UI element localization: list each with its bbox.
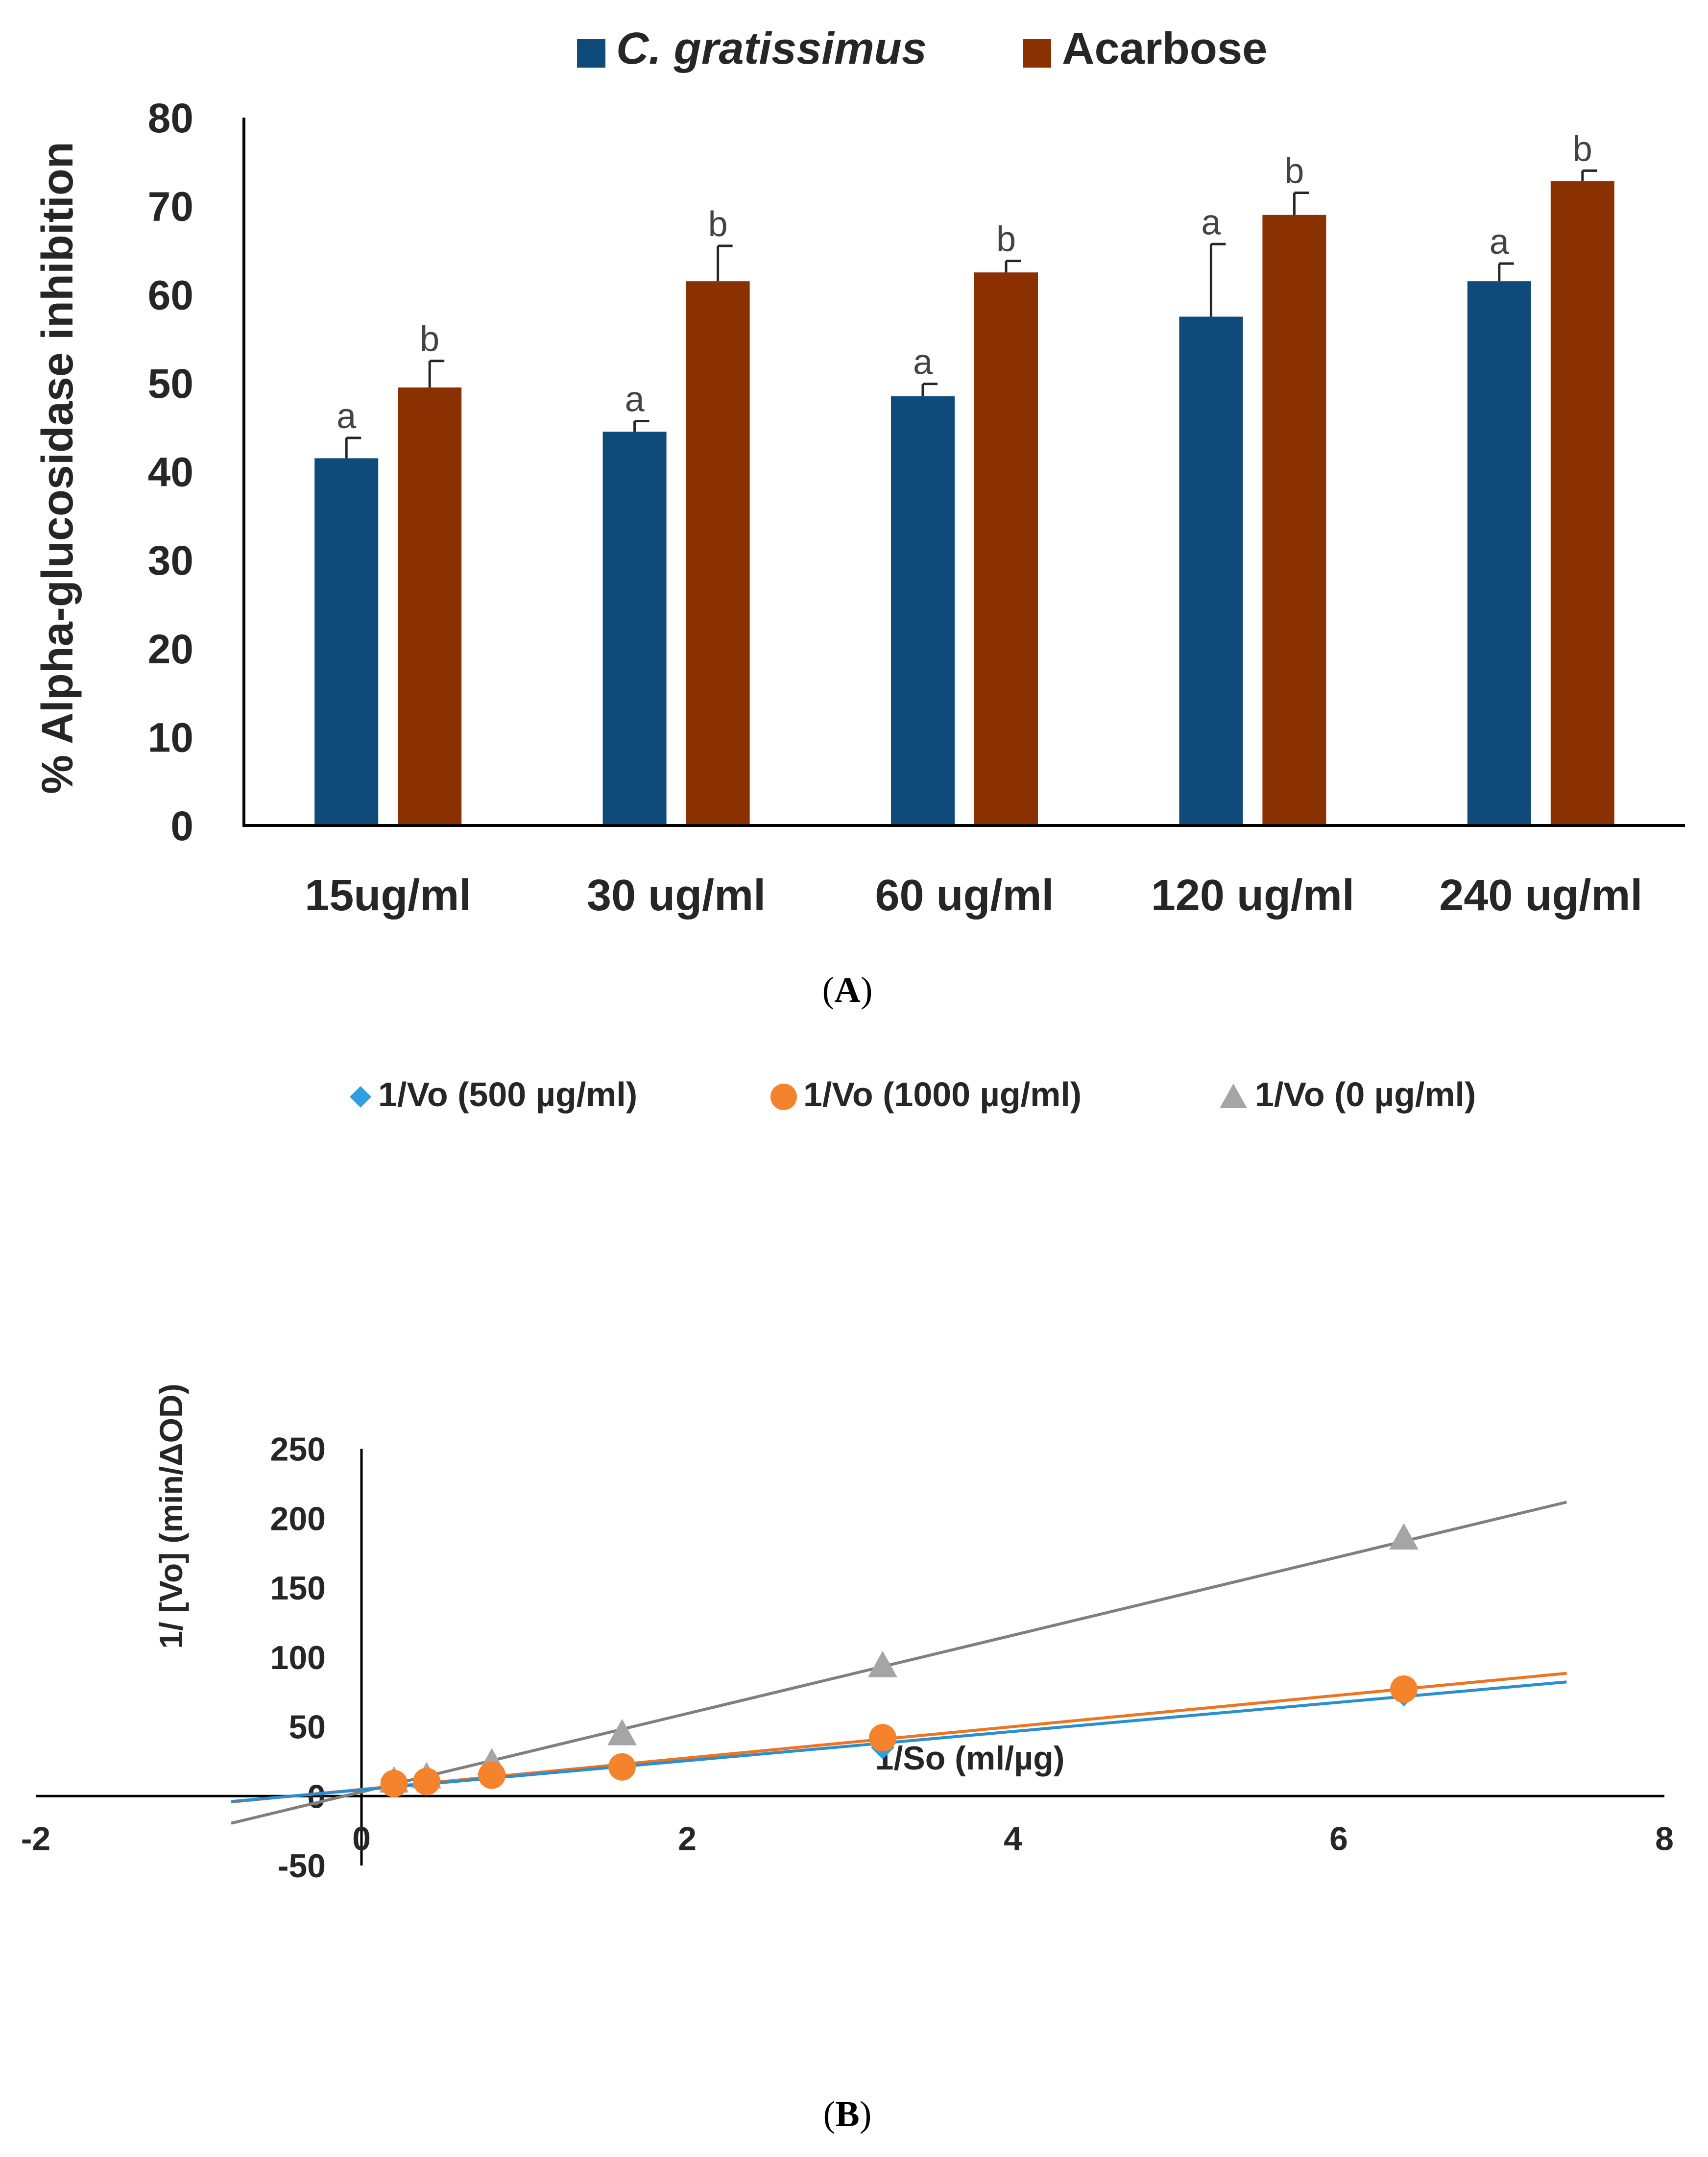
panel-b-y-tick-label: 50 xyxy=(289,1709,326,1746)
legend-label-acarbose: Acarbose xyxy=(1062,24,1267,73)
panel-b-trendline xyxy=(231,1501,1567,1825)
panel-b-y-tick-label: 100 xyxy=(270,1639,326,1676)
panel-a-x-tick-label: 60 ug/ml xyxy=(875,871,1054,920)
panel-b-point-0 xyxy=(607,1719,637,1745)
panel-a-y-ticks: 0 10 20 30 40 50 60 70 80 xyxy=(148,95,193,849)
panel-a-significance-letter: a xyxy=(337,397,357,436)
panel-a-bar-c-gratissimus xyxy=(314,458,379,825)
panel-a-y-tick-label: 50 xyxy=(148,361,193,407)
panel-b-caption: (B) xyxy=(823,2094,872,2134)
panel-a-bar-c-gratissimus xyxy=(602,432,667,825)
panel-a-significance-letter: a xyxy=(1201,203,1221,242)
panel-a-y-tick-label: 40 xyxy=(148,449,193,495)
panel-b-x-axis-title: 1/So (ml/µg) xyxy=(875,1740,1065,1777)
panel-a-error-bars xyxy=(345,169,1597,459)
panel-b-y-tick-label: 200 xyxy=(270,1500,326,1537)
panel-b-x-tick-label: 0 xyxy=(352,1820,371,1857)
panel-a-y-tick-label: 70 xyxy=(148,184,193,230)
panel-a-bars xyxy=(314,181,1614,825)
panel-a-bar-acarbose xyxy=(1262,215,1326,825)
panel-a-caption: (A) xyxy=(822,970,873,1010)
legend-label-500: 1/Vo (500 µg/ml) xyxy=(378,1075,637,1114)
panel-a-y-tick-label: 0 xyxy=(170,803,193,849)
panel-b-lineweaver-burk-plot: 1/Vo (500 µg/ml) 1/Vo (1000 µg/ml) 1/Vo … xyxy=(21,1075,1674,2134)
panel-a-bar-acarbose xyxy=(398,387,462,825)
panel-a-y-axis-title: % Alpha-glucosidase inhibition xyxy=(33,142,82,794)
panel-a-significance-letter: b xyxy=(996,220,1016,259)
panel-b-point-1000 xyxy=(608,1753,636,1781)
legend-label-0: 1/Vo (0 µg/ml) xyxy=(1255,1075,1476,1114)
legend-swatch-acarbose xyxy=(1023,39,1051,68)
panel-b-y-axis-title: 1/ [Vo] (min/ΔOD) xyxy=(153,1383,189,1648)
panel-b-point-0 xyxy=(1389,1523,1419,1550)
panel-a-y-tick-label: 30 xyxy=(148,537,193,583)
panel-a-significance-letters: a b a b a b a b a b xyxy=(337,129,1592,436)
panel-b-y-tick-label: -50 xyxy=(278,1847,326,1885)
panel-b-x-tick-label: 6 xyxy=(1329,1820,1348,1857)
panel-b-trendlines xyxy=(231,1501,1567,1825)
panel-b-legend: 1/Vo (500 µg/ml) 1/Vo (1000 µg/ml) 1/Vo … xyxy=(350,1075,1476,1114)
panel-a-significance-letter: a xyxy=(1490,222,1510,262)
panel-a-x-tick-label: 15ug/ml xyxy=(305,871,471,920)
panel-b-data-points xyxy=(379,1523,1419,1797)
panel-b-y-tick-label: 150 xyxy=(270,1570,326,1607)
panel-b-y-tick-label: 250 xyxy=(270,1431,326,1468)
panel-b-x-tick-label: 8 xyxy=(1655,1820,1674,1857)
panel-a-bar-c-gratissimus xyxy=(1467,281,1531,825)
panel-a-significance-letter: b xyxy=(1284,152,1304,191)
panel-a-y-tick-label: 10 xyxy=(148,714,193,760)
panel-a-significance-letter: b xyxy=(708,205,728,244)
panel-a-x-tick-labels: 15ug/ml 30 ug/ml 60 ug/ml 120 ug/ml 240 ug/m… xyxy=(305,871,1642,920)
panel-a-bar-c-gratissimus xyxy=(891,396,955,825)
panel-b-point-1000 xyxy=(413,1768,440,1795)
panel-b-point-1000 xyxy=(478,1761,505,1789)
panel-a-bar-acarbose xyxy=(686,281,750,825)
panel-a-bar-c-gratissimus xyxy=(1179,316,1243,825)
panel-a-significance-letter: b xyxy=(1573,129,1592,169)
panel-b-point-1000 xyxy=(380,1769,408,1797)
panel-b-x-tick-label: 2 xyxy=(678,1820,697,1857)
panel-a-x-tick-label: 120 ug/ml xyxy=(1151,871,1354,920)
panel-b-trendline xyxy=(231,1680,1567,1803)
panel-a-x-tick-label: 30 ug/ml xyxy=(587,871,766,920)
legend-marker-1000 xyxy=(770,1084,797,1110)
panel-a-x-tick-label: 240 ug/ml xyxy=(1439,871,1642,920)
panel-b-point-1000 xyxy=(869,1724,896,1752)
panel-a-significance-letter: a xyxy=(625,380,645,419)
panel-a-bar-acarbose xyxy=(974,272,1038,825)
legend-label-c-gratissimus: C. gratissimus xyxy=(616,24,927,73)
panel-b-point-0 xyxy=(868,1650,897,1677)
panel-b-x-tick-label: 4 xyxy=(1004,1820,1022,1857)
panel-a-y-tick-label: 60 xyxy=(148,272,193,318)
legend-swatch-c-gratissimus xyxy=(577,39,605,68)
panel-a-bar-acarbose xyxy=(1550,181,1614,825)
panel-b-point-1000 xyxy=(1390,1675,1418,1703)
panel-a-significance-letter: a xyxy=(913,343,933,382)
panel-b-tick-labels: -50 0 50 100 150 200 250 -2 0 2 4 6 8 xyxy=(21,1431,1674,1885)
panel-a-significance-letter: b xyxy=(420,320,439,359)
panel-a-y-tick-label: 20 xyxy=(148,626,193,672)
panel-a-y-tick-label: 80 xyxy=(148,95,193,141)
panel-b-y-tick-label: 0 xyxy=(307,1778,326,1815)
panel-a-bar-chart: C. gratissimus Acarbose % Alpha-glucosid… xyxy=(33,24,1685,1010)
panel-a-legend: C. gratissimus Acarbose xyxy=(577,24,1267,73)
legend-marker-500 xyxy=(350,1086,371,1108)
legend-label-1000: 1/Vo (1000 µg/ml) xyxy=(803,1075,1082,1114)
legend-marker-0 xyxy=(1220,1084,1247,1108)
panel-b-x-tick-label: -2 xyxy=(21,1820,50,1857)
